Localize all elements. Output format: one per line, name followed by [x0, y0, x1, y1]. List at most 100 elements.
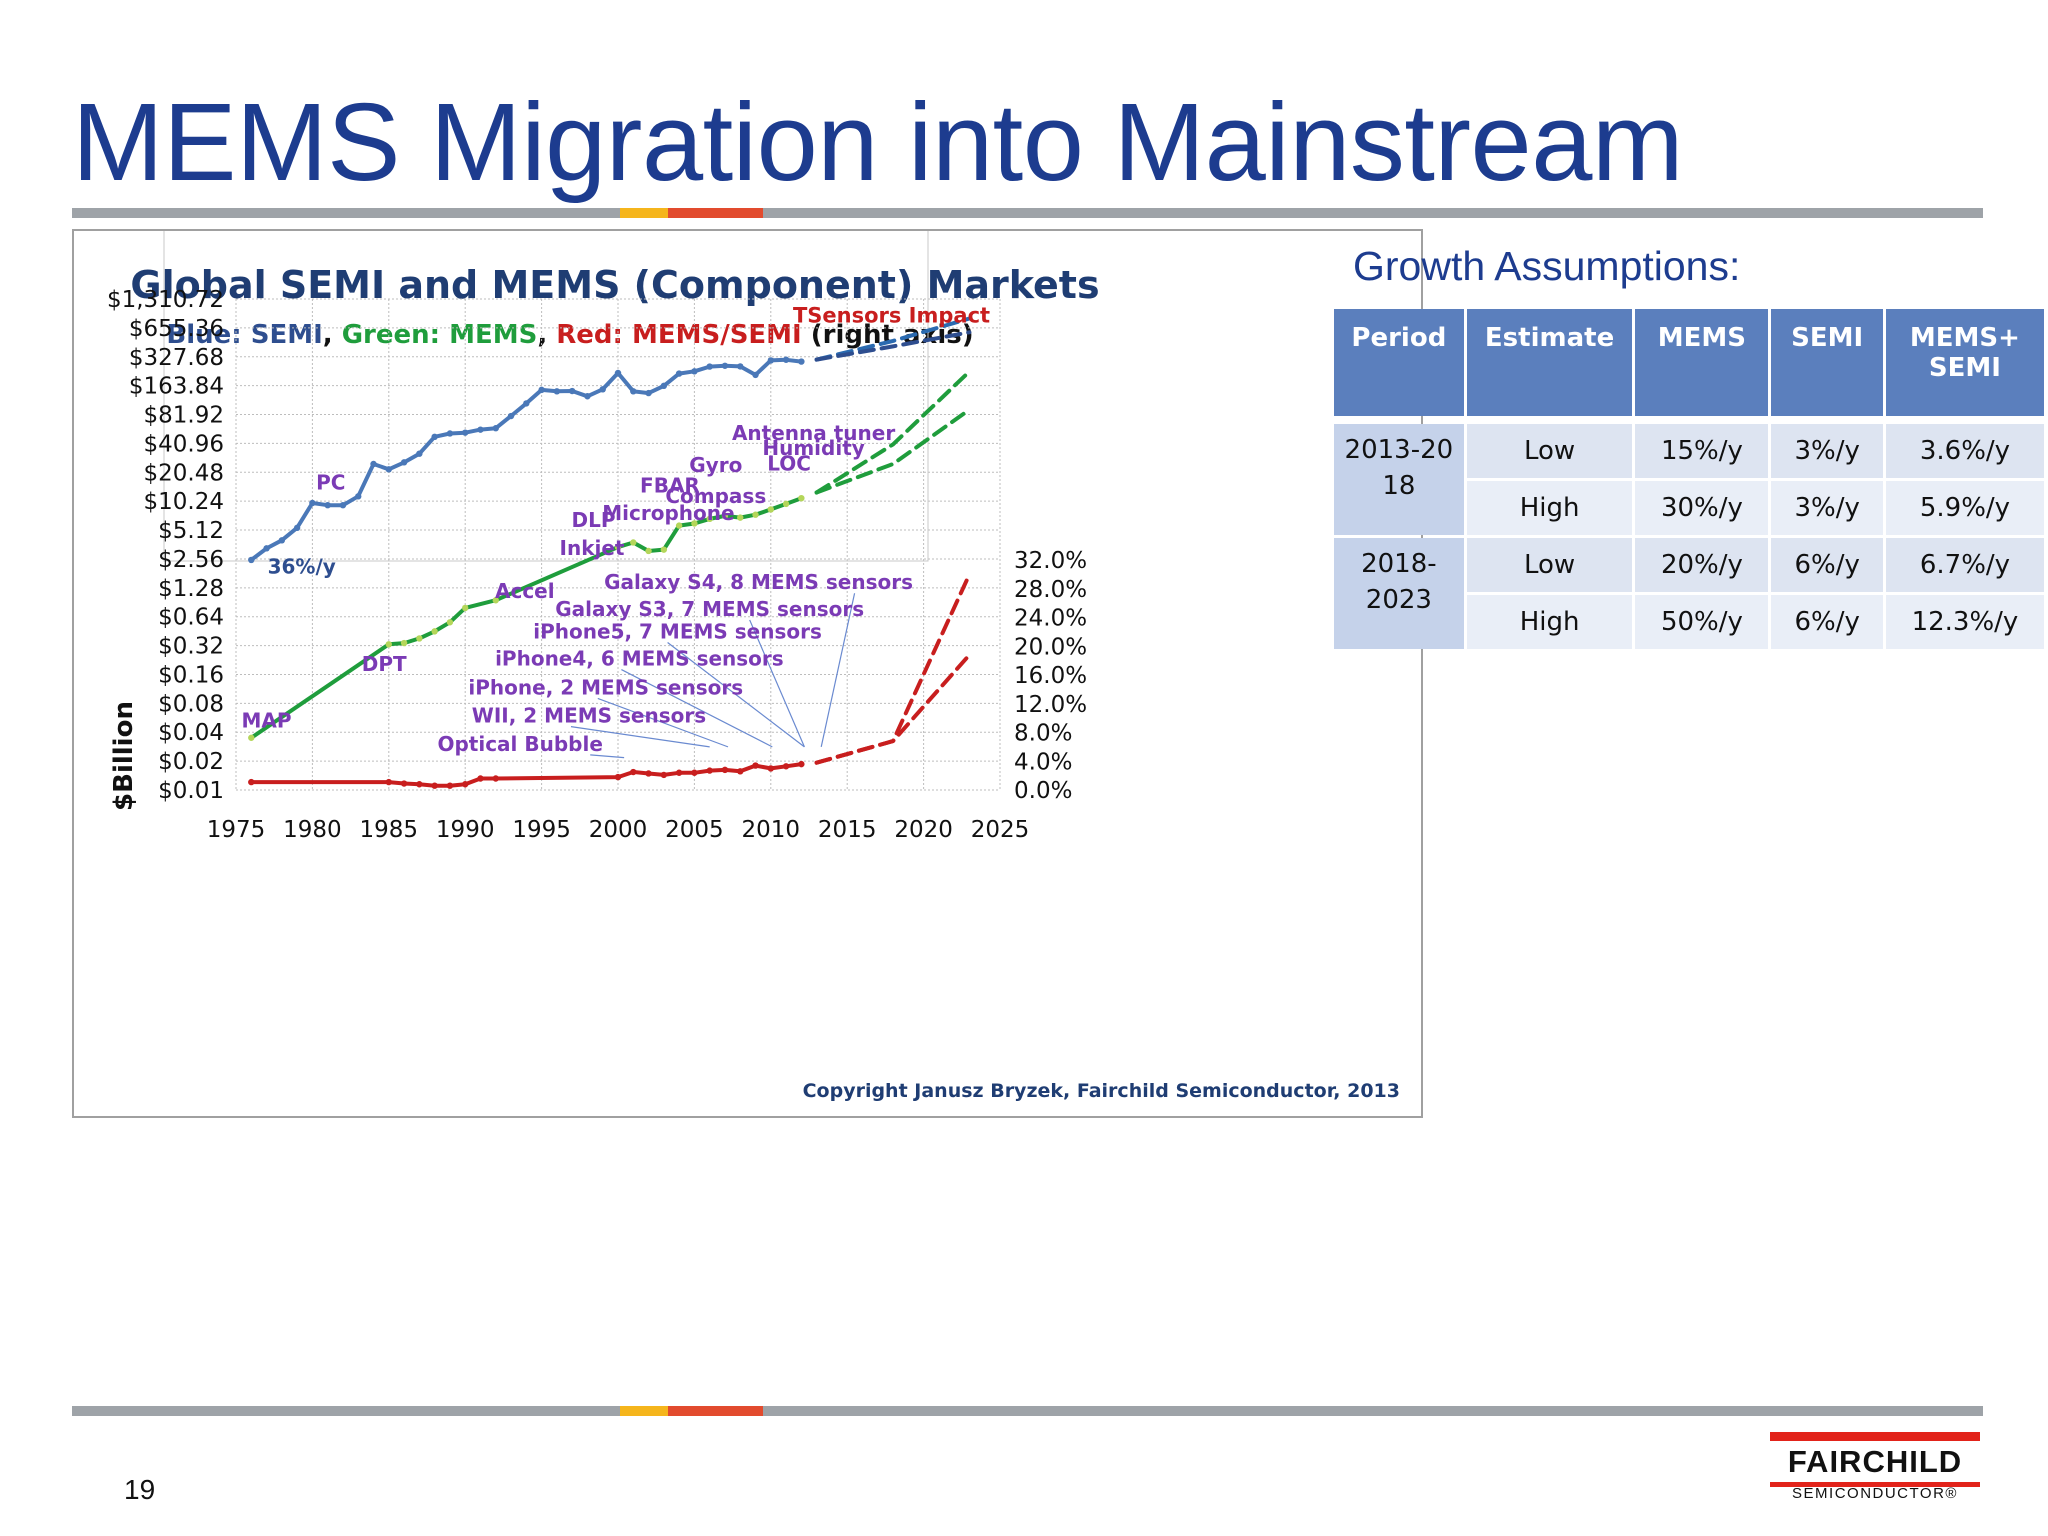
- fairchild-logo: FAIRCHILD SEMICONDUCTOR®: [1770, 1432, 1980, 1502]
- annotation-dlp: DLP: [572, 508, 616, 532]
- data-point: [614, 773, 622, 781]
- data-point: [675, 522, 683, 529]
- data-point: [660, 771, 668, 779]
- chart-subtitle-part: Blue: SEMI: [166, 320, 322, 350]
- series-line: [814, 330, 972, 362]
- header-estimate: Estimate: [1466, 309, 1633, 416]
- combined-cell: 6.7%/y: [1885, 538, 2044, 592]
- data-point: [370, 460, 377, 468]
- data-point: [798, 358, 805, 365]
- semi-cell: 6%/y: [1771, 538, 1883, 592]
- series-line: [814, 369, 972, 495]
- estimate-cell: High: [1466, 481, 1633, 535]
- y-tick-label: $0.64: [158, 605, 224, 631]
- data-point: [553, 388, 561, 395]
- logo-subtitle: SEMICONDUCTOR®: [1792, 1485, 1958, 1502]
- chart-axes: $1,310.72 $655.36 $327.68 $163.84 $81.92$40.…: [107, 231, 1087, 843]
- data-point: [721, 766, 729, 774]
- data-point: [767, 357, 774, 364]
- data-point: [431, 782, 438, 789]
- y-tick-label: $1.28: [158, 576, 224, 602]
- y-tick-label: $10.24: [144, 489, 224, 515]
- data-point: [400, 780, 408, 787]
- data-point: [492, 775, 499, 782]
- data-point: [477, 775, 484, 782]
- combined-cell: 5.9%/y: [1885, 481, 2044, 535]
- annotation-galaxy-s4: Galaxy S4, 8 MEMS sensors: [604, 570, 913, 594]
- data-point: [462, 781, 469, 788]
- data-point: [400, 459, 408, 466]
- data-point: [660, 382, 668, 390]
- data-point: [523, 400, 530, 407]
- x-tick-label: 1995: [512, 817, 571, 843]
- period-cell: 2013-2018: [1334, 424, 1464, 535]
- chart-subtitle-part: ,: [537, 320, 556, 350]
- chart-subtitle-part: Green: MEMS: [342, 320, 538, 350]
- annotation-leader: [667, 641, 805, 748]
- footer-accent-yellow: [620, 1406, 668, 1416]
- y-tick-label: $655.36: [129, 316, 224, 342]
- data-point: [675, 370, 683, 377]
- data-point: [584, 393, 591, 400]
- data-point: [691, 769, 698, 776]
- data-point: [645, 547, 652, 555]
- data-point: [675, 769, 683, 776]
- annotation-leader: [590, 754, 625, 759]
- y-tick-label: $0.32: [158, 634, 224, 660]
- period-cell: 2018-2023: [1334, 538, 1464, 649]
- annotation-galaxy-s3: Galaxy S3, 7 MEMS sensors: [555, 597, 864, 621]
- annotation-microphone: Microphone: [602, 501, 734, 525]
- y2-tick-label: 8.0%: [1014, 721, 1072, 747]
- market-chart: Global SEMI and MEMS (Component) Markets…: [72, 229, 1423, 1118]
- y-tick-label: $0.04: [158, 720, 224, 746]
- annotation-wii: WII, 2 MEMS sensors: [472, 704, 706, 728]
- mems-cell: 20%/y: [1635, 538, 1769, 592]
- table-row: High 30%/y 3%/y 5.9%/y: [1334, 481, 2044, 535]
- data-point: [492, 597, 499, 604]
- x-tick-label: 2005: [665, 817, 724, 843]
- header-period: Period: [1334, 309, 1464, 416]
- data-point: [446, 430, 454, 437]
- data-point: [782, 500, 790, 508]
- y-tick-label: $163.84: [129, 374, 224, 400]
- underline-accent-red: [668, 208, 763, 218]
- data-point: [782, 763, 790, 770]
- combined-cell: 12.3%/y: [1885, 595, 2044, 649]
- y2-tick-label: 12.0%: [1014, 692, 1087, 718]
- page-number: 19: [124, 1474, 156, 1505]
- annotation-growth-36: 36%/y: [268, 554, 336, 578]
- data-point: [706, 363, 713, 370]
- y-tick-label: $0.16: [158, 662, 224, 688]
- chart-subtitle-part: Red: MEMS/SEMI: [556, 320, 801, 350]
- data-point: [263, 545, 270, 552]
- chart-title: Global SEMI and MEMS (Component) Markets: [130, 263, 1099, 307]
- y-tick-label: $0.01: [158, 778, 224, 804]
- y-tick-label: $2.56: [158, 547, 224, 573]
- data-point: [492, 425, 499, 432]
- y-tick-label: $1,310.72: [107, 287, 224, 313]
- market-chart-svg: Global SEMI and MEMS (Component) Markets…: [107, 231, 1400, 1102]
- data-point: [630, 388, 637, 395]
- y2-tick-label: 20.0%: [1014, 634, 1087, 660]
- chart-copyright: Copyright Janusz Bryzek, Fairchild Semic…: [803, 1080, 1400, 1102]
- underline-accent-yellow: [620, 208, 668, 218]
- data-point: [538, 386, 545, 394]
- data-point: [737, 514, 744, 521]
- combined-cell: 3.6%/y: [1885, 424, 2044, 478]
- x-tick-label: 1990: [436, 817, 495, 843]
- data-point: [309, 499, 316, 507]
- series-line: [249, 762, 804, 788]
- logo-bar-top: [1770, 1432, 1980, 1441]
- estimate-cell: Low: [1466, 424, 1633, 478]
- chart-subtitle-part: ,: [323, 320, 342, 350]
- data-point: [568, 387, 576, 395]
- title-underline: [72, 208, 1983, 218]
- y-tick-label: $81.92: [144, 403, 224, 429]
- data-point: [660, 546, 668, 553]
- data-point: [630, 539, 637, 546]
- data-point: [446, 782, 454, 789]
- logo-name: FAIRCHILD: [1787, 1444, 1963, 1479]
- mems-cell: 50%/y: [1635, 595, 1769, 649]
- data-point: [752, 371, 759, 379]
- data-point: [767, 765, 774, 772]
